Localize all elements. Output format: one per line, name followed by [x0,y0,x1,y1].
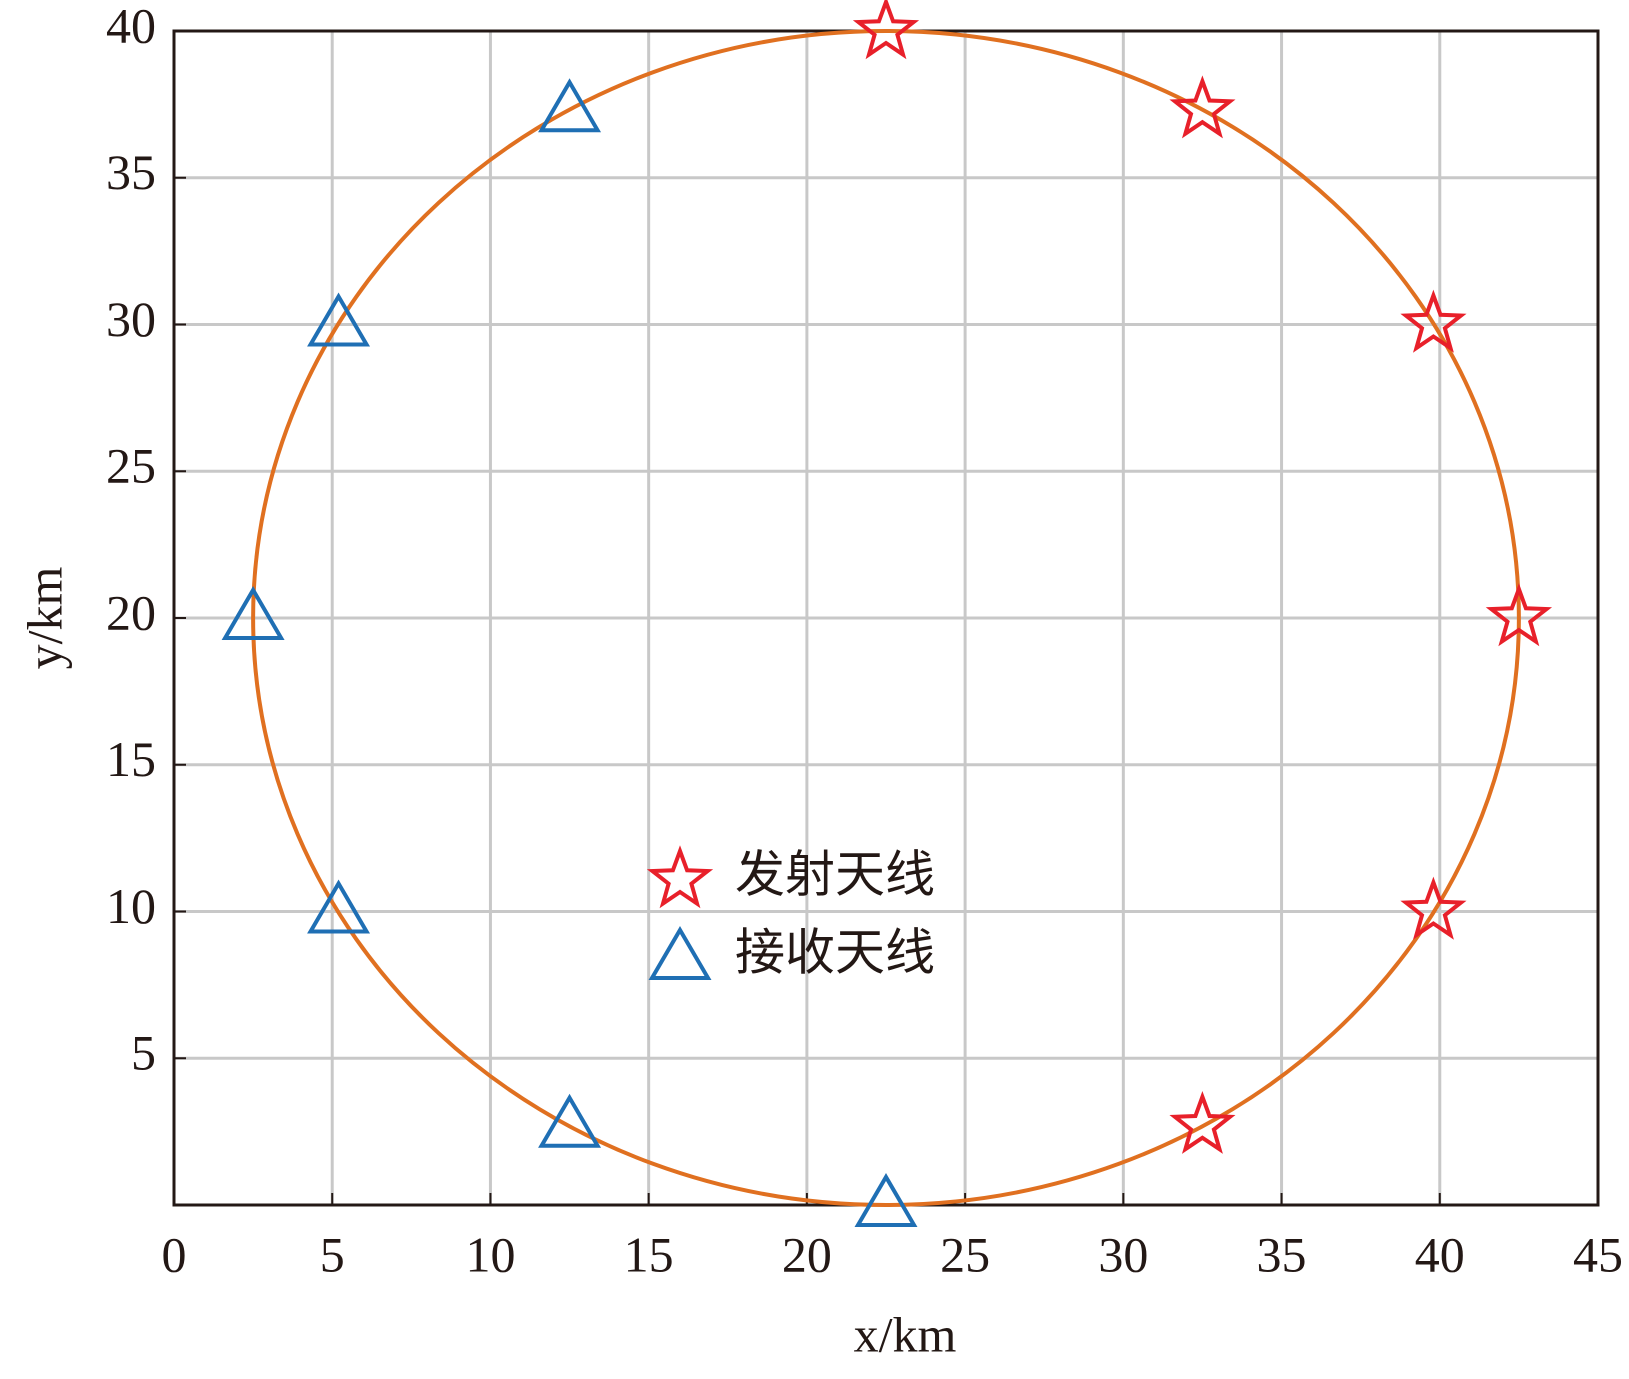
marker [1485,583,1553,647]
x-tick-label: 5 [320,1226,345,1282]
x-tick-label: 25 [940,1226,990,1282]
legend-marker [646,845,714,909]
y-tick-label: 35 [106,144,156,200]
y-tick-label: 25 [106,438,156,494]
marker [221,586,285,640]
x-tick-label: 30 [1098,1226,1148,1282]
circle [251,29,1521,1207]
marker [538,78,602,133]
marker [854,1173,918,1227]
y-tick-label: 10 [106,878,156,934]
x-tick-label: 10 [465,1226,515,1282]
legend-label: 发射天线 [735,846,935,902]
x-axis-label: x/km [854,1306,957,1362]
marker [1169,1090,1236,1154]
marker [307,879,371,934]
x-tick-label: 45 [1573,1226,1623,1282]
legend-marker [648,926,712,980]
y-tick-label: 15 [106,731,156,787]
marker [1400,289,1467,353]
marker [1169,75,1236,139]
y-tick-label: 40 [106,0,156,53]
marker [852,0,920,60]
x-tick-label: 0 [162,1226,187,1282]
x-tick-label: 40 [1415,1226,1465,1282]
marker [1400,876,1467,940]
x-tick-label: 15 [624,1226,674,1282]
y-tick-label: 30 [106,291,156,347]
y-tick-label: 20 [106,584,156,640]
y-axis-label: y/km [16,567,72,670]
x-tick-label: 20 [782,1226,832,1282]
x-tick-label: 35 [1257,1226,1307,1282]
legend-label: 接收天线 [735,924,935,980]
marker [538,1093,602,1148]
y-tick-label: 5 [131,1025,156,1081]
marker [307,292,371,347]
